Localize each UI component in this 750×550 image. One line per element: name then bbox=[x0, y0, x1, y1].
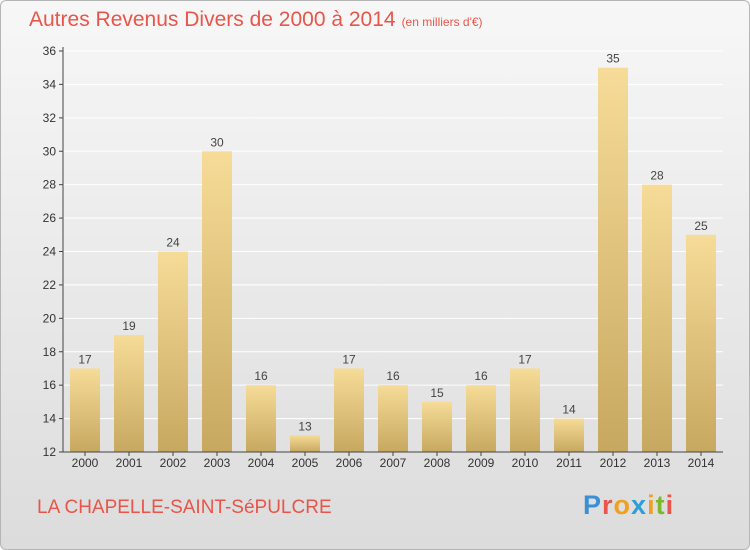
logo-letter: r bbox=[602, 490, 614, 520]
bar-2012 bbox=[598, 67, 628, 452]
x-tick-label-2004: 2004 bbox=[248, 456, 275, 470]
logo-letter: i bbox=[665, 490, 675, 520]
x-tick-label-2003: 2003 bbox=[204, 456, 231, 470]
x-tick-label-2012: 2012 bbox=[600, 456, 627, 470]
bar-2001 bbox=[114, 335, 144, 452]
x-tick-label-2001: 2001 bbox=[116, 456, 143, 470]
data-label-2003: 30 bbox=[210, 135, 224, 149]
x-tick-label-2010: 2010 bbox=[512, 456, 539, 470]
x-tick-label-2005: 2005 bbox=[292, 456, 319, 470]
data-label-2007: 16 bbox=[386, 369, 400, 383]
data-label-2008: 15 bbox=[430, 386, 444, 400]
y-tick-label: 26 bbox=[43, 211, 57, 225]
y-tick-label: 34 bbox=[43, 77, 57, 91]
x-tick-label-2008: 2008 bbox=[424, 456, 451, 470]
x-tick-label-2002: 2002 bbox=[160, 456, 187, 470]
bar-2014 bbox=[686, 234, 716, 452]
labels: 12 14 16 18 20 22 24 26 28 30 32 34 36 17 2000 19 2001 24… bbox=[43, 44, 715, 470]
bars bbox=[70, 67, 716, 452]
chart-title-text: Autres Revenus Divers de 2000 à 2014 bbox=[29, 8, 396, 31]
bar-2011 bbox=[554, 418, 584, 452]
bar-2004 bbox=[246, 385, 276, 452]
bar-2002 bbox=[158, 251, 188, 452]
y-tick-label: 16 bbox=[43, 378, 57, 392]
logo-letter: x bbox=[631, 490, 648, 520]
bar-2010 bbox=[510, 368, 540, 452]
data-label-2011: 14 bbox=[562, 403, 576, 417]
bar-2008 bbox=[422, 401, 452, 452]
chart-unit: (en milliers d'€) bbox=[401, 15, 483, 29]
x-tick-label-2011: 2011 bbox=[556, 456, 582, 470]
bar-2007 bbox=[378, 385, 408, 452]
y-tick-label: 24 bbox=[43, 245, 57, 259]
y-tick-label: 14 bbox=[43, 412, 57, 426]
y-tick-label: 20 bbox=[43, 311, 57, 325]
chart-title: Autres Revenus Divers de 2000 à 2014 (en … bbox=[29, 8, 483, 32]
logo-letter: i bbox=[647, 490, 656, 520]
data-label-2010: 17 bbox=[518, 352, 532, 366]
data-label-2002: 24 bbox=[166, 236, 180, 250]
logo-letter: o bbox=[613, 490, 632, 520]
y-tick-label: 32 bbox=[43, 111, 57, 125]
x-tick-label-2007: 2007 bbox=[380, 456, 407, 470]
bar-2013 bbox=[642, 184, 672, 452]
y-tick-label: 30 bbox=[43, 144, 57, 158]
x-tick-label-2000: 2000 bbox=[72, 456, 99, 470]
logo-letter: t bbox=[655, 490, 666, 520]
location-name: LA CHAPELLE-SAINT-SéPULCRE bbox=[37, 497, 332, 518]
y-tick-label: 12 bbox=[43, 445, 57, 459]
logo-letter: P bbox=[583, 490, 603, 520]
data-label-2006: 17 bbox=[342, 352, 356, 366]
proxiti-logo[interactable]: Proxiti bbox=[583, 490, 674, 521]
x-tick-label-2014: 2014 bbox=[688, 456, 715, 470]
y-tick-label: 18 bbox=[43, 345, 57, 359]
data-label-2009: 16 bbox=[474, 369, 488, 383]
data-label-2014: 25 bbox=[694, 219, 708, 233]
axes bbox=[59, 47, 723, 456]
bar-2006 bbox=[334, 368, 364, 452]
data-label-2001: 19 bbox=[122, 319, 136, 333]
data-label-2005: 13 bbox=[298, 419, 312, 433]
y-tick-label: 28 bbox=[43, 178, 57, 192]
data-label-2000: 17 bbox=[78, 352, 92, 366]
x-tick-label-2013: 2013 bbox=[644, 456, 671, 470]
y-tick-label: 22 bbox=[43, 278, 57, 292]
data-label-2004: 16 bbox=[254, 369, 268, 383]
data-label-2013: 28 bbox=[650, 169, 664, 183]
bar-2009 bbox=[466, 385, 496, 452]
x-tick-label-2006: 2006 bbox=[336, 456, 363, 470]
data-label-2012: 35 bbox=[606, 52, 620, 66]
bar-2005 bbox=[290, 435, 320, 452]
y-tick-label: 36 bbox=[43, 44, 57, 58]
x-tick-label-2009: 2009 bbox=[468, 456, 495, 470]
bar-2000 bbox=[70, 368, 100, 452]
bar-2003 bbox=[202, 151, 232, 452]
